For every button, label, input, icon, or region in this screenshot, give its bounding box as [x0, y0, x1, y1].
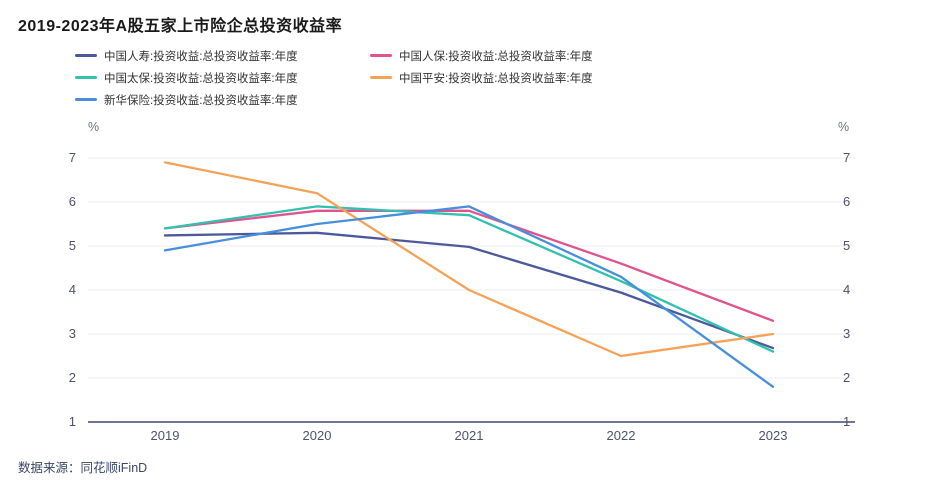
y-axis-tick-label: 3	[843, 326, 851, 341]
x-axis-tick-label: 2020	[302, 428, 332, 443]
y-axis-tick-label: 1	[843, 414, 851, 429]
y-axis-tick-label: 5	[843, 238, 851, 253]
legend-item-china-life[interactable]: 中国人寿:投资收益:总投资收益率:年度	[75, 48, 370, 63]
legend-item-cpic[interactable]: 中国太保:投资收益:总投资收益率:年度	[75, 70, 370, 85]
series-line	[163, 161, 775, 358]
chart-legend: 中国人寿:投资收益:总投资收益率:年度 中国人保:投资收益:总投资收益率:年度 …	[75, 48, 593, 107]
legend-item-picc[interactable]: 中国人保:投资收益:总投资收益率:年度	[370, 48, 593, 63]
legend-label: 中国太保:投资收益:总投资收益率:年度	[104, 72, 298, 85]
x-axis-tick-label: 2021	[454, 428, 484, 443]
legend-line-swatch-cpic	[75, 76, 97, 79]
x-axis-tick-label: 2022	[606, 428, 636, 443]
series-line	[163, 205, 775, 388]
legend-item-ping-an[interactable]: 中国平安:投资收益:总投资收益率:年度	[370, 70, 593, 85]
y-axis-tick-label: 6	[843, 194, 851, 209]
x-axis-tick-label: 2023	[758, 428, 788, 443]
y-axis-tick-label: 7	[843, 150, 851, 165]
y-axis-unit-right: %	[838, 120, 850, 134]
legend-line-swatch-picc	[370, 54, 392, 57]
y-axis-tick-label: 5	[68, 238, 76, 253]
legend-line-swatch-china-life	[75, 54, 97, 57]
y-axis-tick-label: 6	[68, 194, 76, 209]
x-axis-tick-label: 2019	[150, 428, 180, 443]
legend-label: 中国平安:投资收益:总投资收益率:年度	[399, 72, 593, 85]
legend-line-swatch-nci	[75, 98, 97, 101]
page-title: 2019-2023年A股五家上市险企总投资收益率	[18, 18, 343, 35]
y-axis-tick-label: 2	[68, 370, 76, 385]
legend-label: 中国人保:投资收益:总投资收益率:年度	[399, 50, 593, 63]
legend-line-swatch-ping-an	[370, 76, 392, 79]
legend-item-nci[interactable]: 新华保险:投资收益:总投资收益率:年度	[75, 92, 370, 107]
y-axis-tick-label: 4	[843, 282, 851, 297]
y-axis-tick-label: 4	[68, 282, 76, 297]
y-axis-tick-label: 1	[68, 414, 76, 429]
legend-label: 新华保险:投资收益:总投资收益率:年度	[104, 94, 298, 107]
series-line	[163, 205, 775, 353]
y-axis-unit-left: %	[88, 120, 100, 134]
source-note: 数据来源：同花顺iFinD	[18, 461, 148, 475]
y-axis-tick-label: 2	[843, 370, 851, 385]
legend-label: 中国人寿:投资收益:总投资收益率:年度	[104, 50, 298, 63]
y-axis-tick-label: 3	[68, 326, 76, 341]
y-axis-tick-label: 7	[68, 150, 76, 165]
series-line	[163, 209, 775, 322]
